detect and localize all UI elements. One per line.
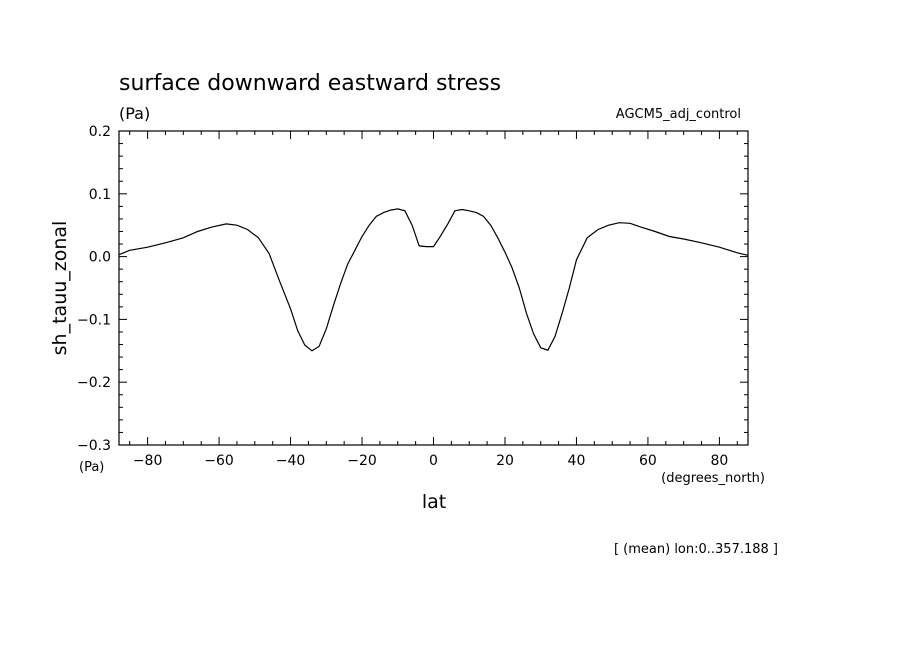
x-tick-labels: −80 −60 −40 −20 0 20 40 60 80	[133, 453, 729, 469]
x-units-label: (degrees_north)	[661, 471, 765, 486]
x-tick-label: −20	[347, 453, 377, 469]
y-tick-label: −0.1	[77, 312, 111, 328]
y-tick-labels: 0.2 0.1 0.0 −0.1 −0.2 −0.3	[77, 124, 111, 454]
y-tick-label: −0.2	[77, 375, 111, 391]
series-line	[118, 208, 749, 352]
y-tick-label: 0.1	[89, 187, 111, 203]
experiment-label: AGCM5_adj_control	[616, 107, 741, 122]
plot-frame	[118, 130, 749, 446]
axis-ticks	[119, 130, 748, 446]
chart-units: (Pa)	[119, 104, 150, 123]
y-tick-label: 0.0	[89, 250, 111, 266]
y-tick-label: 0.2	[89, 124, 111, 140]
x-tick-label: 60	[639, 453, 657, 469]
x-tick-label: 80	[710, 453, 728, 469]
x-axis-label: lat	[422, 491, 446, 513]
x-tick-label: −60	[204, 453, 234, 469]
y-units-bottom: (Pa)	[79, 460, 104, 475]
x-tick-label: 40	[568, 453, 586, 469]
footnote: [ (mean) lon:0..357.188 ]	[614, 542, 778, 557]
chart-title: surface downward eastward stress	[119, 71, 501, 96]
y-tick-label: −0.3	[77, 438, 111, 454]
x-tick-label: 0	[429, 453, 438, 469]
x-tick-label: −80	[133, 453, 163, 469]
y-axis-label: sh_tauu_zonal	[49, 221, 71, 356]
x-tick-label: −40	[276, 453, 306, 469]
x-tick-label: 20	[496, 453, 514, 469]
